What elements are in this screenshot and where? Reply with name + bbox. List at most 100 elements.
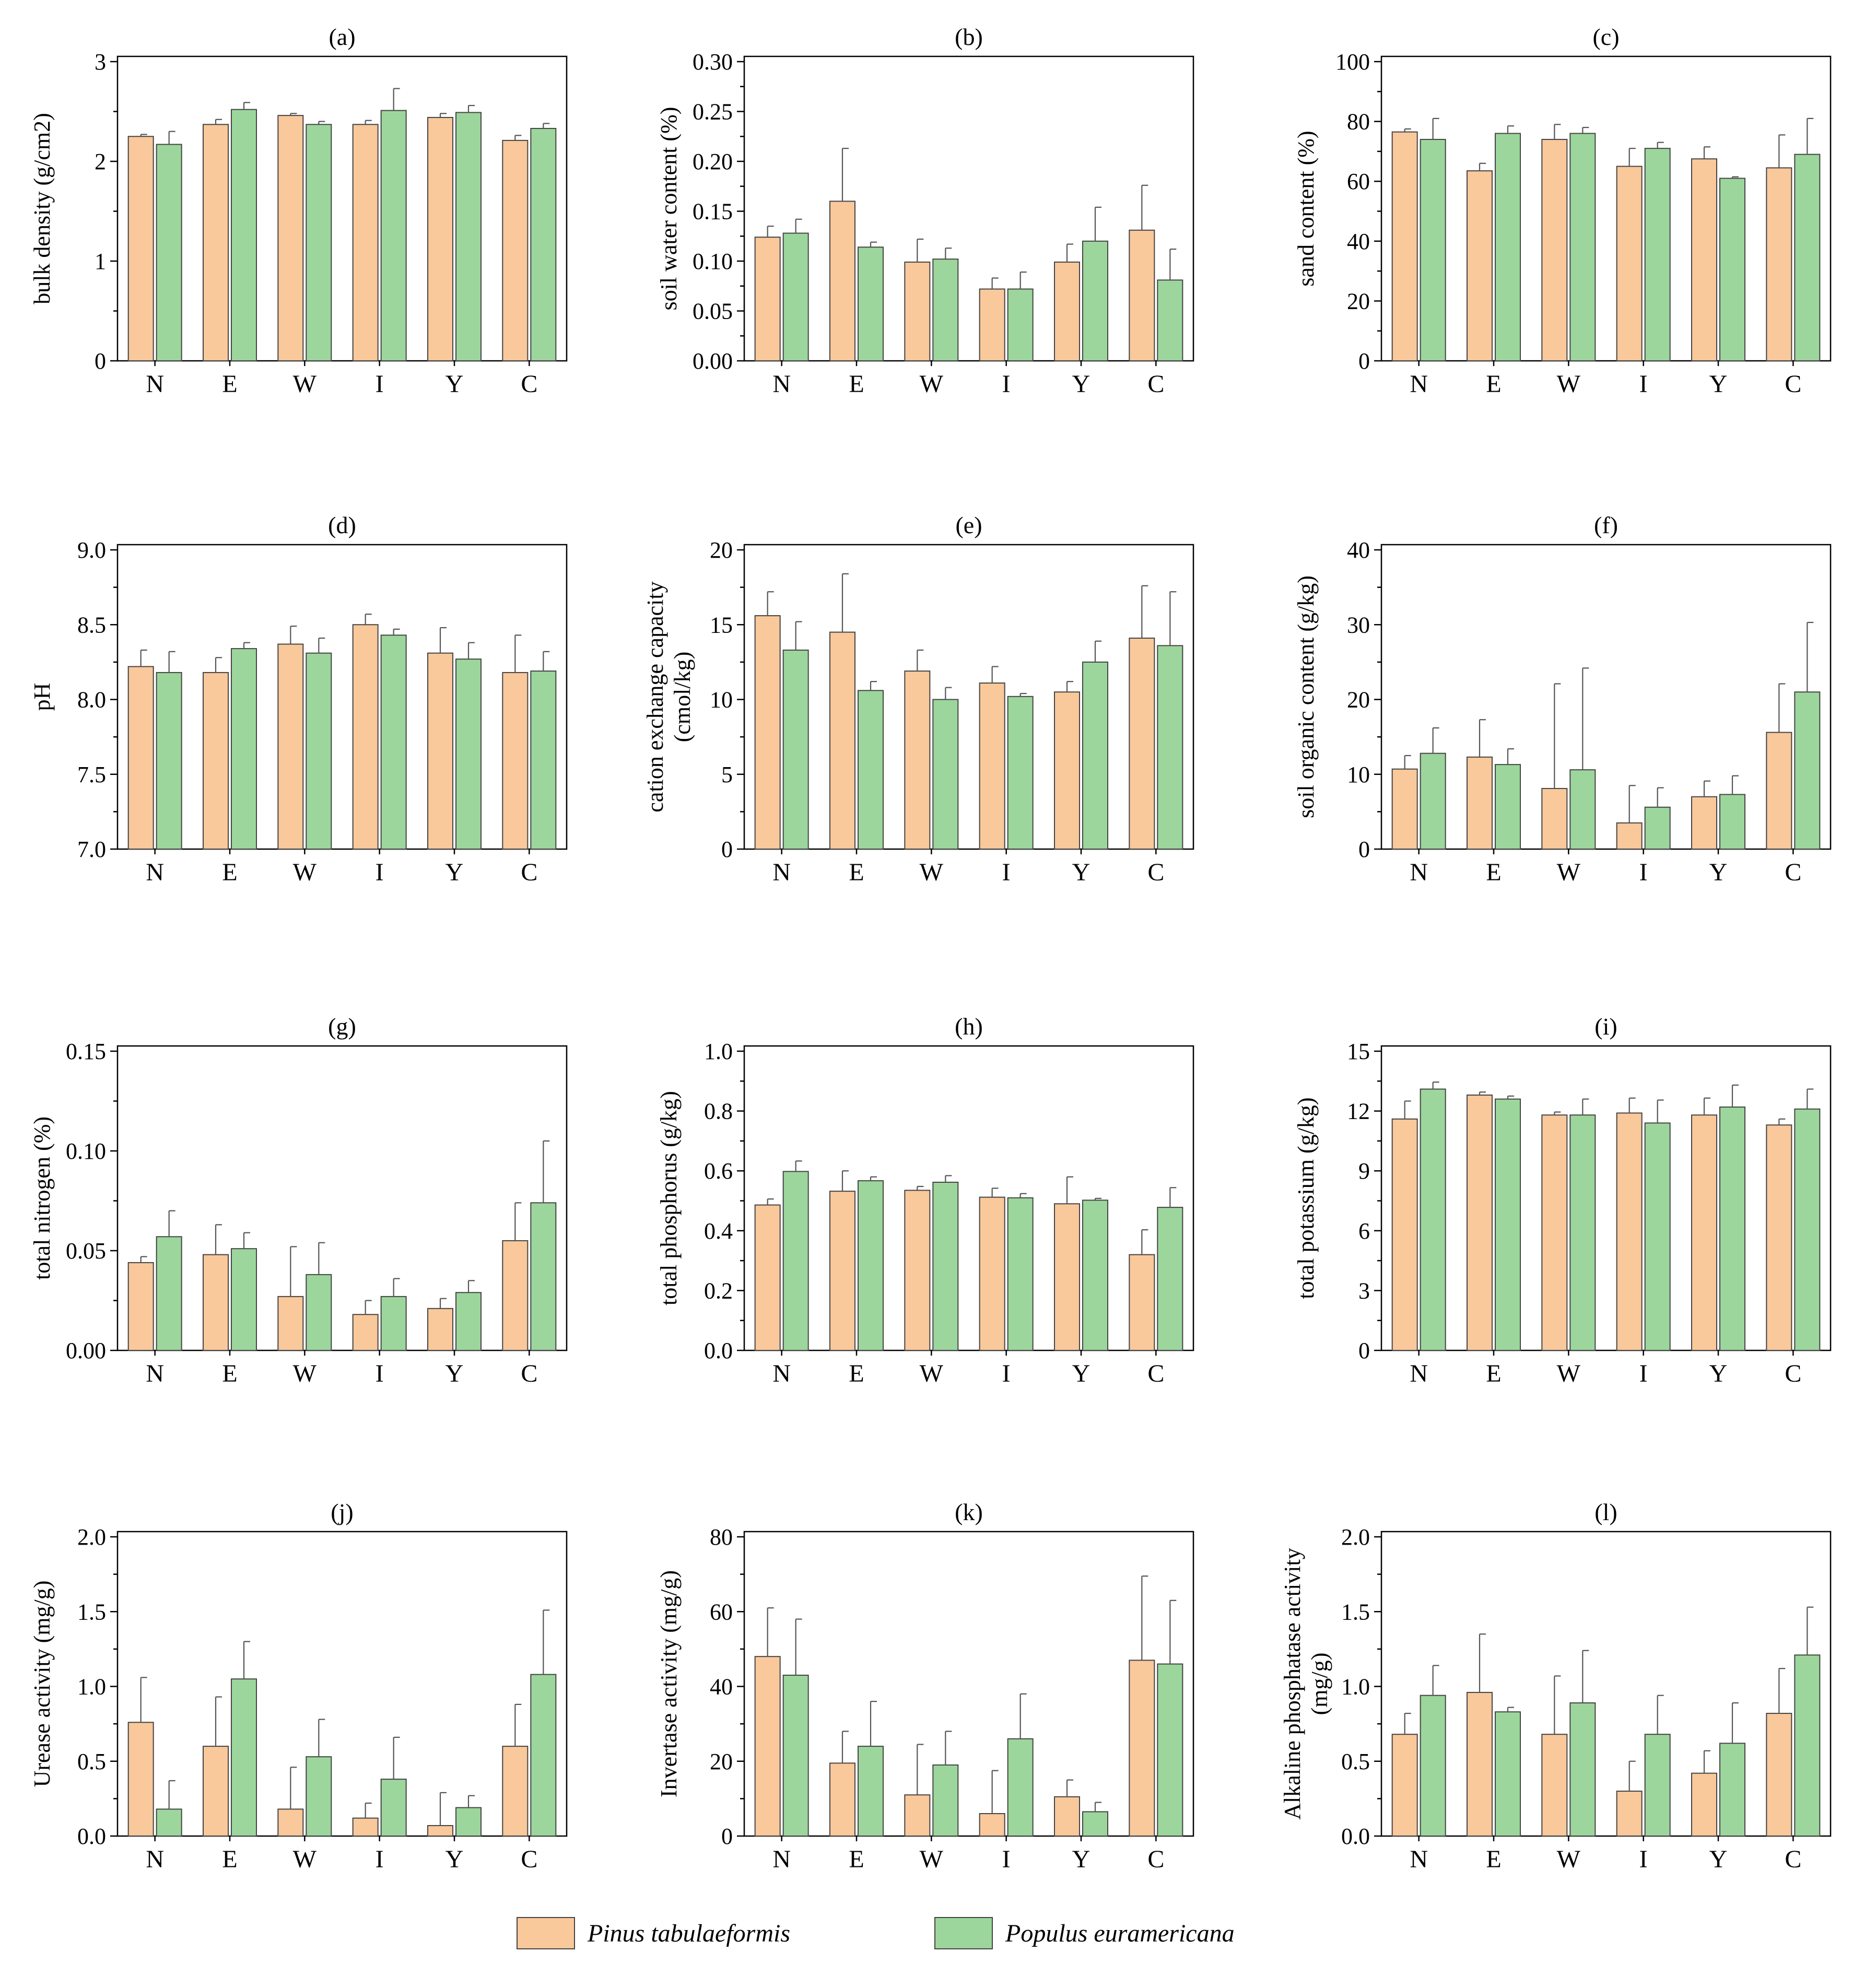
plot-frame <box>1380 55 1832 362</box>
x-tick-label: Y <box>1072 1845 1091 1873</box>
bar-pinus-E <box>203 672 229 850</box>
bar-pinus-W <box>904 261 931 361</box>
bar-pinus-E <box>1467 170 1493 361</box>
y-tick-label: 20 <box>710 1749 733 1774</box>
y-axis-label: Urease activity (mg/g) <box>29 1581 55 1787</box>
bar-populus-E <box>231 1678 257 1837</box>
y-tick-label: 0.05 <box>66 1238 106 1264</box>
panel-title: (l) <box>1594 1499 1617 1525</box>
bar-pinus-E <box>1467 1691 1493 1837</box>
bar-pinus-C <box>1129 638 1155 850</box>
x-tick-label: E <box>849 858 864 886</box>
bar-pinus-Y <box>1691 796 1717 850</box>
bar-populus-I <box>1644 1122 1671 1351</box>
bar-pinus-Y <box>1054 261 1080 361</box>
bar-pinus-N <box>1391 131 1418 361</box>
bar-populus-Y <box>1719 1743 1745 1837</box>
bar-populus-W <box>932 699 959 850</box>
legend-swatch-populus <box>934 1917 993 1949</box>
bar-populus-E <box>858 1180 884 1351</box>
x-tick-label: C <box>521 858 537 886</box>
y-tick-label: 0 <box>721 1824 733 1849</box>
bar-populus-N <box>1420 1695 1446 1837</box>
bar-pinus-C <box>502 1746 529 1837</box>
y-tick-label: 12 <box>1347 1099 1370 1124</box>
x-tick-label: I <box>376 1845 384 1873</box>
y-axis-label: pH <box>29 683 55 711</box>
bar-pinus-I <box>979 682 1005 850</box>
y-tick-label: 40 <box>1347 537 1370 563</box>
panel-title: (g) <box>328 1013 356 1040</box>
y-axis-label: bulk density (g/cm2) <box>29 113 55 304</box>
bar-pinus-I <box>352 624 379 850</box>
y-tick-label: 0 <box>1358 837 1370 862</box>
x-tick-label: N <box>1410 1360 1428 1387</box>
y-tick-label: 0.0 <box>77 1824 106 1849</box>
y-axis-label: total potassium (g/kg) <box>1293 1097 1319 1299</box>
y-tick-label: 0 <box>1358 1338 1370 1363</box>
y-axis-label: (mg/g) <box>1307 1653 1332 1715</box>
panel-l: (l) 0.0 0.5 1.0 1.5 2.0 Alkaline phosphatase a… <box>1280 1499 1832 1873</box>
bar-pinus-I <box>1616 1112 1643 1351</box>
y-tick-label: 0.6 <box>704 1158 733 1184</box>
bar-pinus-C <box>502 139 529 361</box>
x-tick-label: Y <box>1072 858 1091 886</box>
bar-populus-N <box>782 1675 809 1837</box>
x-tick-label: W <box>293 1360 317 1387</box>
y-tick-label: 0.5 <box>1341 1749 1370 1774</box>
y-tick-label: 5 <box>721 762 733 787</box>
x-tick-label: N <box>146 1845 164 1873</box>
y-tick-label: 10 <box>710 687 733 713</box>
bar-pinus-W <box>277 115 304 361</box>
bar-populus-W <box>306 1274 332 1351</box>
bar-pinus-Y <box>427 116 453 362</box>
x-tick-label: I <box>1639 370 1648 398</box>
x-tick-label: E <box>1486 1360 1501 1387</box>
bar-pinus-C <box>1766 167 1792 361</box>
y-tick-label: 20 <box>710 537 733 563</box>
bar-pinus-I <box>1616 166 1643 361</box>
x-tick-label: E <box>849 1845 864 1873</box>
x-tick-label: Y <box>1709 1360 1728 1387</box>
x-tick-label: N <box>772 1845 791 1873</box>
x-tick-label: N <box>146 1360 164 1387</box>
bar-populus-Y <box>1082 661 1108 850</box>
bar-pinus-I <box>352 1314 379 1351</box>
y-tick-label: 80 <box>1347 109 1370 135</box>
y-tick-label: 8.5 <box>77 612 106 638</box>
x-tick-label: E <box>222 1360 237 1387</box>
bar-populus-E <box>231 109 257 361</box>
bar-populus-C <box>1157 645 1183 850</box>
panel-title: (k) <box>955 1499 983 1525</box>
y-tick-label: 7.0 <box>77 837 106 862</box>
bar-populus-N <box>156 672 182 850</box>
x-tick-label: I <box>376 1360 384 1387</box>
bar-pinus-I <box>352 1817 379 1837</box>
bar-pinus-Y <box>1691 158 1717 361</box>
bar-populus-I <box>1007 1738 1034 1837</box>
bar-pinus-N <box>1391 1734 1418 1837</box>
x-tick-label: N <box>772 370 791 398</box>
bar-populus-N <box>1420 752 1446 850</box>
bar-populus-N <box>156 144 182 361</box>
bar-pinus-E <box>203 1254 229 1351</box>
plot-frame <box>116 1531 568 1837</box>
y-tick-label: 15 <box>1347 1039 1370 1064</box>
bar-pinus-W <box>1541 787 1568 850</box>
x-tick-label: I <box>376 858 384 886</box>
bar-populus-W <box>306 1756 332 1837</box>
y-tick-label: 0.15 <box>66 1039 106 1064</box>
y-tick-label: 1.0 <box>77 1674 106 1700</box>
x-tick-label: N <box>772 1360 791 1387</box>
x-tick-label: W <box>920 1845 944 1873</box>
bar-populus-W <box>932 258 959 361</box>
bar-populus-W <box>932 1181 959 1351</box>
x-tick-label: Y <box>445 1845 464 1873</box>
bar-pinus-I <box>979 1196 1005 1351</box>
bar-pinus-I <box>352 124 379 362</box>
bar-populus-C <box>530 127 557 361</box>
y-tick-label: 1 <box>95 249 106 274</box>
y-tick-label: 0.2 <box>704 1278 733 1303</box>
panel-title: (i) <box>1594 1013 1617 1040</box>
